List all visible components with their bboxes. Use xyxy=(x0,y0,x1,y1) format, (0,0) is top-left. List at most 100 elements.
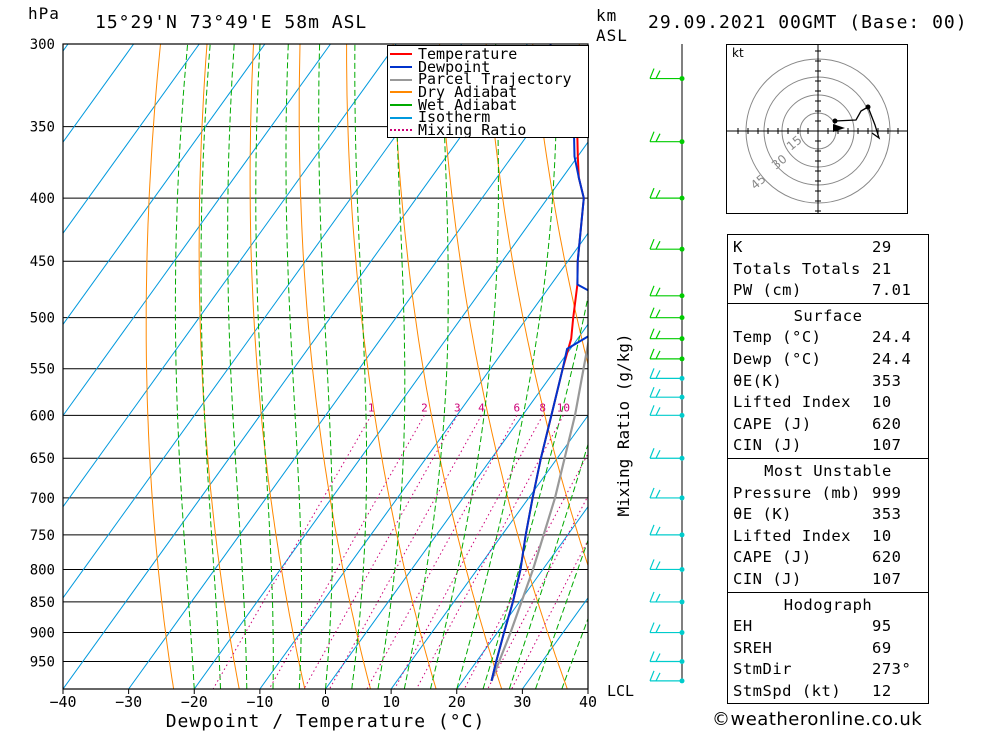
stat-row: StmSpd (kt) 12 xyxy=(728,681,928,703)
mixing-ratio-label: 8 xyxy=(539,401,546,414)
stat-value: 353 xyxy=(872,371,902,390)
mixing-ratio-line xyxy=(366,415,518,689)
dry-adiabat-line xyxy=(249,44,306,689)
stat-value: 107 xyxy=(872,569,902,588)
isotherm-line xyxy=(63,44,528,689)
legend-label: Wet Adiabat xyxy=(418,95,518,114)
pressure-tick-label: 500 xyxy=(30,311,55,327)
stat-row: Pressure (mb) 999 xyxy=(728,483,928,505)
wet-adiabat-line xyxy=(508,442,588,689)
credit-link[interactable]: ©weatheronline.co.uk xyxy=(712,709,923,730)
legend-item: Dry Adiabat xyxy=(388,83,588,102)
wind-barb-flag xyxy=(655,133,661,142)
pressure-tick-label: 550 xyxy=(30,362,55,378)
isotherm-line xyxy=(390,414,588,689)
wind-barb-flag xyxy=(649,447,655,459)
stat-value: 620 xyxy=(872,414,902,433)
wet-adiabat-line xyxy=(174,44,195,689)
wind-barb-flag xyxy=(655,309,661,318)
wind-barb-flag xyxy=(655,407,661,416)
wind-barb-flag xyxy=(649,524,655,536)
mixing-ratio-label: 6 xyxy=(513,401,520,414)
wet-adiabat-line xyxy=(403,44,449,689)
legend-item: Wet Adiabat xyxy=(388,95,588,114)
pressure-tick-label: 900 xyxy=(30,626,55,642)
hodograph-ring-label: 45 xyxy=(748,172,769,193)
legend-label: Isotherm xyxy=(418,108,491,127)
temperature-tick-label: 40 xyxy=(579,693,597,711)
legend-item: Mixing Ratio xyxy=(388,123,588,137)
wind-barb-flag xyxy=(655,287,661,297)
sounding-datetime: 29.09.2021 00GMT (Base: 00) xyxy=(648,12,968,33)
stat-value: 107 xyxy=(872,436,902,455)
hodograph-start-dot xyxy=(832,118,838,124)
pressure-tick-label: 800 xyxy=(30,562,55,578)
stat-row: CAPE (J) 620 xyxy=(728,547,928,569)
wet-adiabat-line xyxy=(456,44,558,689)
isotherm-line xyxy=(63,44,266,326)
legend-item: Isotherm xyxy=(388,108,588,127)
pressure-tick-label: 850 xyxy=(30,595,55,611)
pressure-tick-label: 400 xyxy=(30,191,55,207)
stat-label: θE (K) xyxy=(733,505,792,524)
stat-label: K xyxy=(733,238,743,256)
wind-barb-flag xyxy=(649,651,655,662)
plot-frame xyxy=(62,43,589,690)
wind-barb-flag xyxy=(649,670,655,682)
lcl-label: LCL xyxy=(607,682,634,700)
dry-adiabat-line xyxy=(392,44,503,689)
storm-motion-arrow xyxy=(833,124,845,132)
surface-title: Surface xyxy=(793,306,863,325)
wind-barb-flag xyxy=(649,131,655,142)
hodograph-trace xyxy=(834,106,881,140)
stat-row: CAPE (J) 620 xyxy=(728,414,928,436)
stat-label: PW (cm) xyxy=(733,281,802,300)
dry-adiabat-line xyxy=(298,44,371,689)
legend-swatch xyxy=(390,66,412,69)
mixing-ratio-label: 1 xyxy=(368,401,375,414)
stat-label: StmSpd (kt) xyxy=(733,681,842,700)
wind-barb-flag xyxy=(655,672,661,682)
wind-barb-flag xyxy=(655,489,661,499)
mixing-ratio-line xyxy=(394,415,544,689)
stat-value: 95 xyxy=(872,617,892,636)
legend-swatch xyxy=(390,91,412,94)
stat-value: 69 xyxy=(872,638,892,657)
wet-adiabat-line xyxy=(377,44,406,689)
wet-adiabat-line xyxy=(200,44,221,689)
stat-value: 620 xyxy=(872,548,902,567)
wind-barb-flag xyxy=(655,561,661,570)
stat-row: StmDir 273° xyxy=(728,659,928,681)
hodograph-panel: 15 30 45 kt xyxy=(726,44,908,214)
wet-adiabat-line xyxy=(430,44,499,689)
mixing-ratio-line xyxy=(511,539,588,689)
wind-barb-flag xyxy=(655,653,661,662)
mixing-ratio-line xyxy=(415,415,564,689)
stat-value: 10 xyxy=(872,393,892,412)
stat-label: θE(K) xyxy=(733,371,783,390)
wet-adiabat-line xyxy=(482,294,588,689)
wind-barb-flag xyxy=(655,350,661,360)
wind-barb-flag xyxy=(649,622,655,633)
dry-adiabat-line xyxy=(439,44,568,689)
wind-barb-flag xyxy=(649,591,655,603)
stat-row: PW (cm) 7.01 xyxy=(728,280,928,302)
stat-row: Lifted Index 10 xyxy=(728,392,928,414)
stat-value: 21 xyxy=(872,259,892,278)
wind-barb-flag xyxy=(655,526,661,536)
hodograph-unit: kt xyxy=(732,46,744,60)
stat-label: Pressure (mb) xyxy=(733,483,861,502)
temperature-tick-label: 0 xyxy=(321,693,330,711)
mixing-ratio-line xyxy=(329,415,482,689)
mixing-ratio-axis-label: Mixing Ratio (g/kg) xyxy=(614,333,633,516)
wet-adiabat-line xyxy=(285,44,303,689)
mixing-ratio-label: 10 xyxy=(557,401,570,414)
wind-barb-flag xyxy=(649,487,655,499)
legend-label: Dry Adiabat xyxy=(418,83,518,102)
isotherm-line xyxy=(63,44,397,508)
stat-row: CIN (J) 107 xyxy=(728,569,928,591)
stat-row: Totals Totals 21 xyxy=(728,259,928,281)
isotherm-line xyxy=(325,323,588,689)
legend-swatch xyxy=(390,104,412,107)
wind-barb-flag xyxy=(655,70,661,79)
